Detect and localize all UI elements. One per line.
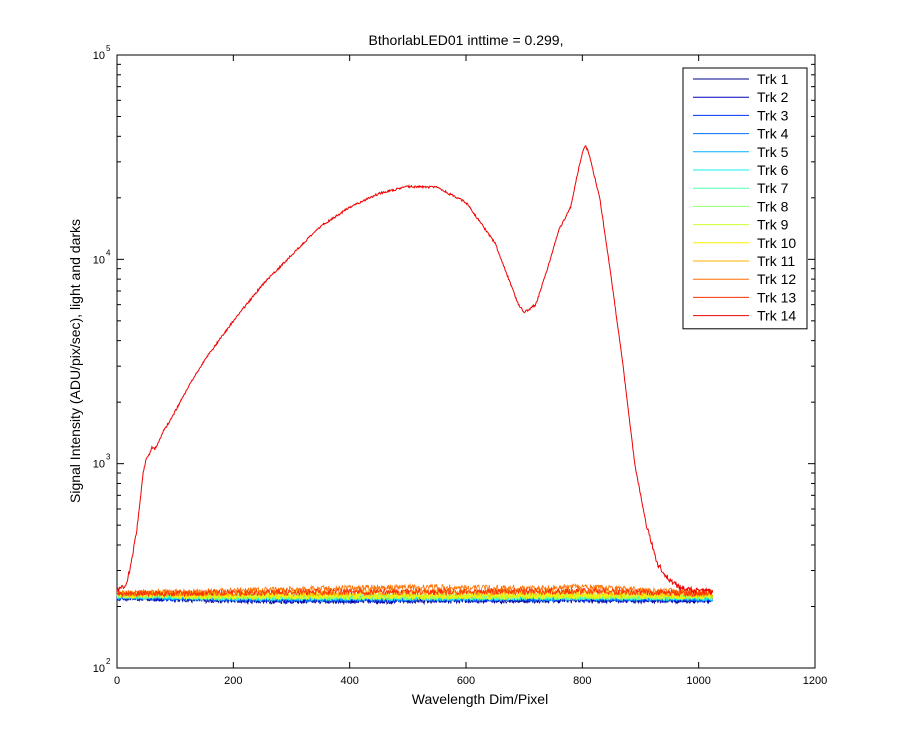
legend-label: Trk 2	[757, 89, 789, 105]
series-line	[116, 145, 714, 595]
series-layer	[116, 145, 714, 606]
series-line	[116, 590, 714, 601]
y-tick-label: 10	[93, 663, 105, 675]
legend-label: Trk 8	[757, 198, 789, 214]
legend-label: Trk 4	[757, 126, 789, 142]
legend-label: Trk 5	[757, 144, 789, 160]
x-axis-title: Wavelength Dim/Pixel	[412, 691, 548, 707]
x-axis-ticks: 0 200 400 600 800 1000 1200	[114, 55, 827, 687]
x-tick-label: 1000	[686, 675, 710, 687]
y-tick-label: 10	[93, 459, 105, 471]
x-tick-label: 0	[114, 675, 120, 687]
legend-label: Trk 1	[757, 71, 789, 87]
y-tick-label: 10	[93, 254, 105, 266]
legend-label: Trk 6	[757, 162, 789, 178]
y-tick-label: 10	[93, 50, 105, 62]
legend: Trk 1 Trk 2 Trk 3 Trk 4 Trk 5 Trk 6 Trk 7 Trk 8…	[682, 67, 808, 330]
legend-label: Trk 9	[757, 217, 789, 233]
x-tick-label: 1200	[803, 675, 827, 687]
legend-label: Trk 12	[757, 271, 796, 287]
x-tick-label: 600	[457, 675, 475, 687]
y-tick-exponent: 5	[106, 44, 111, 53]
legend-label: Trk 11	[757, 253, 795, 269]
legend-label: Trk 14	[757, 308, 796, 324]
x-tick-label: 800	[573, 675, 591, 687]
legend-label: Trk 10	[757, 235, 796, 251]
legend-label: Trk 7	[757, 180, 789, 196]
legend-box	[682, 67, 808, 330]
y-tick-exponent: 3	[106, 453, 111, 462]
y-tick-exponent: 4	[106, 248, 111, 257]
legend-label: Trk 13	[757, 289, 796, 305]
y-axis-title: Signal Intensity (ADU/pix/sec), light an…	[67, 219, 83, 503]
chart-title: BthorlabLED01 inttime = 0.299,	[369, 32, 564, 48]
legend-label: Trk 3	[757, 107, 789, 123]
x-tick-label: 400	[340, 675, 358, 687]
series-line	[116, 587, 713, 598]
y-tick-exponent: 2	[106, 657, 111, 666]
x-tick-label: 200	[224, 675, 242, 687]
